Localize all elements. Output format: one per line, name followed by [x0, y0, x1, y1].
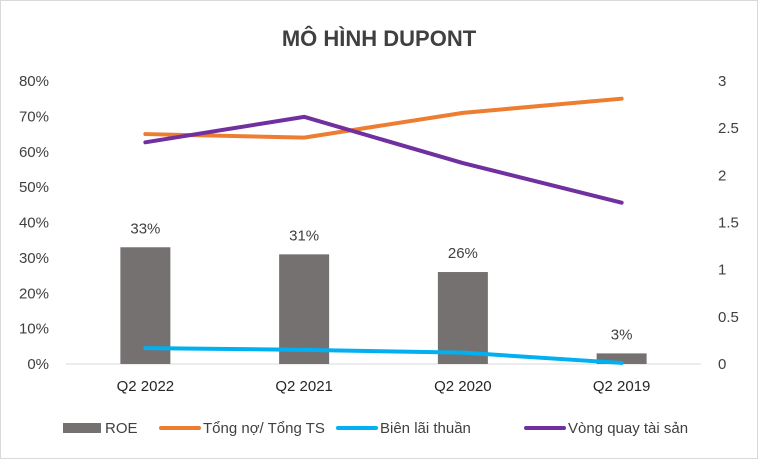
right-tick-label: 0	[718, 356, 726, 373]
roe-data-label: 26%	[448, 245, 478, 262]
roe-data-label: 33%	[130, 220, 160, 237]
legend-label: Tổng nợ/ Tổng TS	[203, 420, 325, 437]
category-label: Q2 2021	[275, 378, 333, 395]
legend-label: Biên lãi thuần	[380, 420, 471, 437]
right-tick-label: 2.5	[718, 120, 739, 137]
legend-label: ROE	[105, 420, 138, 437]
left-tick-label: 20%	[19, 285, 49, 302]
roe-bar	[279, 254, 330, 364]
roe-data-label: 3%	[611, 326, 633, 343]
roe-bar	[120, 247, 171, 364]
roe-bars	[120, 247, 647, 364]
legend-label: Vòng quay tài sản	[568, 420, 688, 437]
line-bi-n-l-i-thu-n	[143, 346, 624, 365]
right-tick-label: 2	[718, 167, 726, 184]
left-tick-label: 30%	[19, 250, 49, 267]
roe-data-labels: 33% 31% 26% 3%	[130, 220, 632, 343]
category-label: Q2 2019	[593, 378, 651, 395]
left-tick-label: 50%	[19, 179, 49, 196]
legend-item: Tổng nợ/ Tổng TS	[159, 420, 325, 437]
right-tick-label: 0.5	[718, 309, 739, 326]
right-tick-label: 1.5	[718, 215, 739, 232]
left-axis: 0% 10% 20% 30% 40% 50% 60% 70% 80%	[19, 73, 49, 373]
roe-bar	[437, 272, 488, 364]
chart-title: MÔ HÌNH DUPONT	[282, 26, 477, 51]
left-tick-label: 60%	[19, 144, 49, 161]
right-tick-label: 3	[718, 73, 726, 90]
legend-item: Vòng quay tài sản	[524, 420, 688, 437]
left-tick-label: 40%	[19, 215, 49, 232]
roe-data-label: 31%	[289, 227, 319, 244]
category-label: Q2 2022	[117, 378, 175, 395]
legend-item: ROE	[63, 420, 138, 437]
left-tick-label: 70%	[19, 108, 49, 125]
legend-item: Biên lãi thuần	[336, 420, 471, 437]
right-axis: 0 0.5 1 1.5 2 2.5 3	[718, 73, 739, 373]
left-tick-label: 0%	[27, 356, 49, 373]
left-tick-label: 80%	[19, 73, 49, 90]
right-tick-label: 1	[718, 262, 726, 279]
line-t-ng-n-t-ng-ts	[143, 96, 624, 140]
line-series	[143, 96, 624, 365]
roe-bar	[596, 353, 647, 364]
category-label: Q2 2020	[434, 378, 492, 395]
line-v-ng-quay-t-i-s-n	[143, 114, 624, 205]
legend: ROE Tổng nợ/ Tổng TS Biên lãi thuần Vòng qu…	[63, 420, 688, 437]
legend-swatch	[63, 423, 101, 433]
left-tick-label: 10%	[19, 321, 49, 338]
category-axis: Q2 2022 Q2 2021 Q2 2020 Q2 2019	[117, 378, 651, 395]
